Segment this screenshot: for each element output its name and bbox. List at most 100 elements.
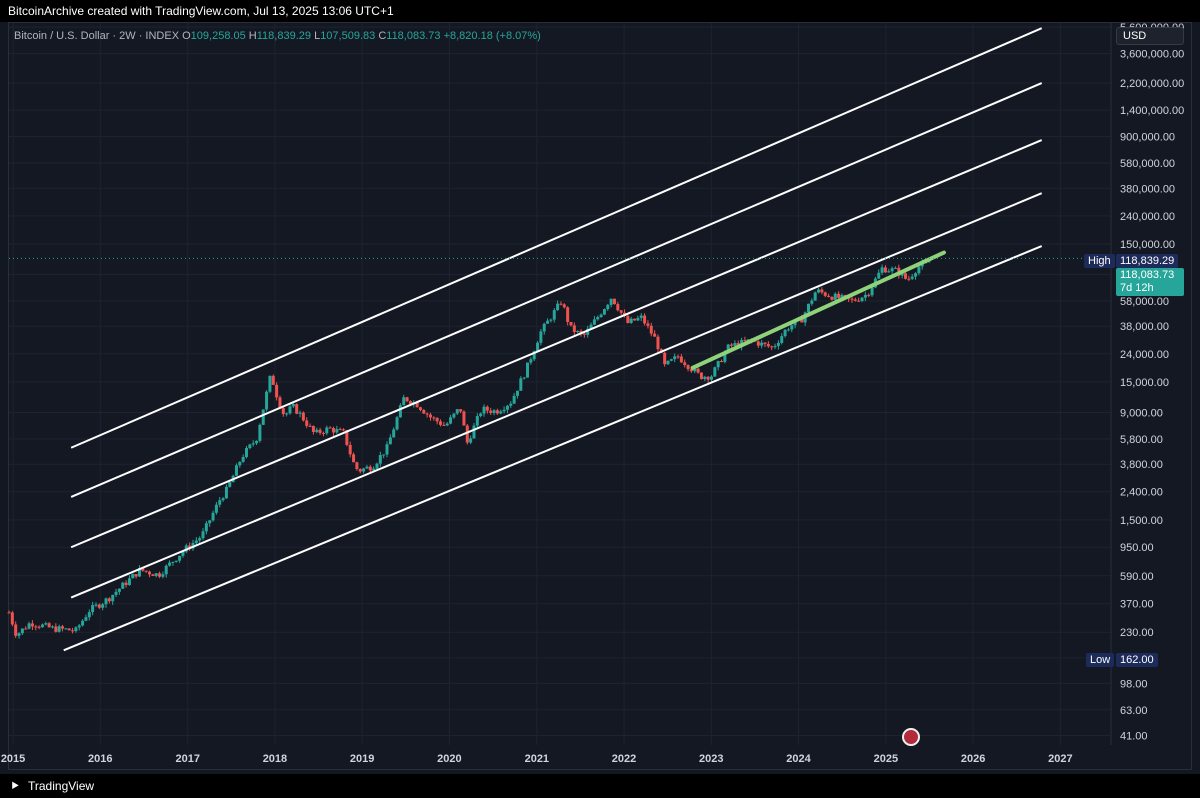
candle-body <box>833 293 837 300</box>
candle-body <box>586 328 590 335</box>
candle-body <box>81 620 85 626</box>
high-value-tag: 118,839.29 <box>1116 254 1179 268</box>
candle-body <box>696 368 700 373</box>
candle-body <box>84 617 88 621</box>
candle-body <box>599 314 603 317</box>
candle-body <box>328 427 332 429</box>
attribution-text: BitcoinArchive created with TradingView.… <box>8 4 394 18</box>
candle-body <box>251 443 255 445</box>
candle-body <box>806 303 810 313</box>
candle-body <box>840 295 844 298</box>
x-tick-label: 2017 <box>175 753 199 765</box>
y-tick-label: 58,000.00 <box>1120 296 1169 308</box>
candle-body <box>147 571 151 575</box>
candle-body <box>582 333 586 335</box>
candle-body <box>54 626 58 632</box>
us-flag-icon[interactable] <box>902 728 920 746</box>
candle-body <box>34 626 38 628</box>
candle-body <box>616 304 620 311</box>
candle-body <box>261 409 265 425</box>
candle-body <box>756 341 760 346</box>
low-label: Low <box>1090 654 1111 666</box>
candle-body <box>676 356 680 358</box>
candle-body <box>318 429 322 433</box>
y-tick-label: 150,000.00 <box>1120 239 1175 251</box>
candle-body <box>633 318 637 321</box>
x-tick-label: 2027 <box>1048 753 1072 765</box>
last-price-tag: 118,083.73 7d 12h <box>1116 268 1184 296</box>
y-tick-label: 9,000.00 <box>1120 408 1163 420</box>
candle-body <box>87 612 91 618</box>
y-tick-label: 98.00 <box>1120 678 1148 690</box>
candle-body <box>131 574 135 579</box>
low-label-tag: Low <box>1086 653 1115 667</box>
legend-open-label: O <box>182 30 191 42</box>
candle-body <box>355 462 359 470</box>
y-tick-label: 950.00 <box>1120 542 1154 554</box>
candle-body <box>455 409 459 414</box>
candle-body <box>569 321 573 326</box>
candle-body <box>465 425 469 443</box>
candle-body <box>331 428 335 433</box>
candle-body <box>646 323 650 326</box>
candle-body <box>629 318 633 323</box>
candle-body <box>178 555 182 561</box>
candle-body <box>880 267 884 273</box>
candle-body <box>7 612 11 614</box>
candle-body <box>295 404 299 414</box>
currency-button[interactable]: USD <box>1116 27 1184 45</box>
candle-body <box>385 444 389 455</box>
channel-line <box>70 192 1043 599</box>
candle-body <box>720 360 724 362</box>
candle-body <box>191 542 195 549</box>
candle-body <box>827 295 831 297</box>
candle-body <box>602 309 606 315</box>
candle-body <box>495 410 499 414</box>
legend-close-value: 118,083.73 <box>386 30 441 42</box>
candle-body <box>766 343 770 347</box>
candle-body <box>546 320 550 324</box>
chart-container[interactable] <box>8 22 1192 770</box>
candle-body <box>74 627 78 632</box>
candle-body <box>208 520 212 524</box>
candle-body <box>927 261 931 263</box>
candle-body <box>234 465 238 476</box>
candle-body <box>439 421 443 425</box>
candle-body <box>245 448 249 457</box>
candle-body <box>392 429 396 438</box>
x-tick-label: 2022 <box>612 753 636 765</box>
candle-body <box>857 300 861 302</box>
candle-body <box>900 273 904 276</box>
candle-body <box>572 325 576 332</box>
candle-body <box>127 578 131 586</box>
y-tick-label: 63.00 <box>1120 705 1148 717</box>
candle-body <box>418 407 422 411</box>
candle-body <box>853 299 857 301</box>
candle-body <box>30 623 34 627</box>
candle-body <box>144 570 148 572</box>
footer-brand: TradingView <box>28 779 95 793</box>
x-tick-label: 2025 <box>874 753 898 765</box>
candle-body <box>492 410 496 413</box>
candle-body <box>325 427 329 434</box>
candle-body <box>395 417 399 430</box>
candle-body <box>566 307 570 322</box>
candle-body <box>482 406 486 414</box>
candle-body <box>44 623 48 625</box>
chart-legend: Bitcoin / U.S. Dollar · 2W · INDEX O109,… <box>14 30 541 42</box>
candle-body <box>830 296 834 300</box>
candle-body <box>499 411 503 414</box>
candle-body <box>636 317 640 321</box>
candle-body <box>780 336 784 343</box>
candle-body <box>224 486 228 499</box>
candle-body <box>459 409 463 412</box>
candle-body <box>164 565 168 575</box>
candle-body <box>275 384 279 398</box>
candle-body <box>168 562 172 566</box>
candle-body <box>378 455 382 464</box>
y-tick-label: 24,000.00 <box>1120 349 1169 361</box>
candle-body <box>221 498 225 501</box>
candle-body <box>358 469 362 472</box>
candle-body <box>218 500 222 505</box>
